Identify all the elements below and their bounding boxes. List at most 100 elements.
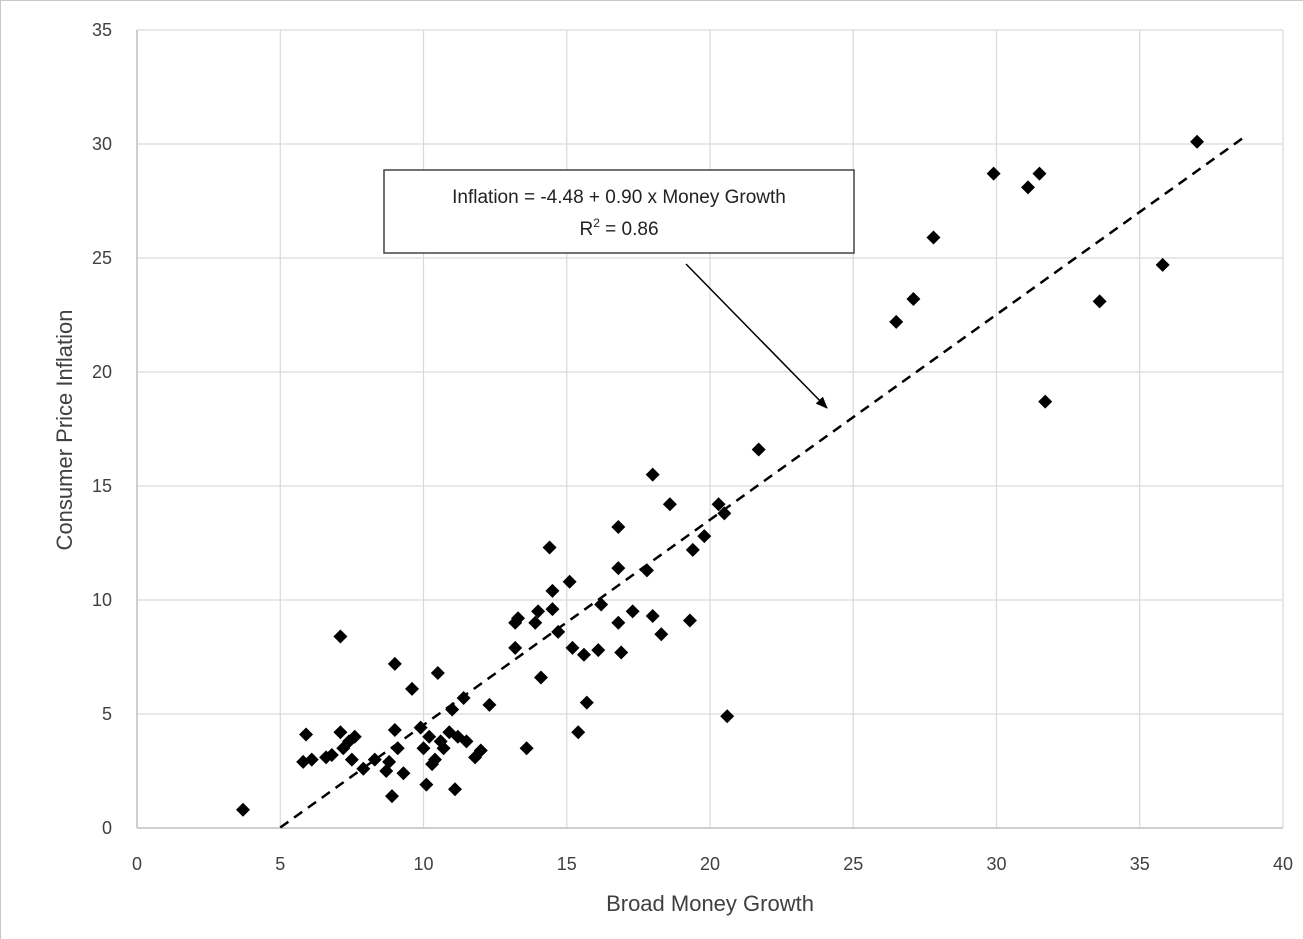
y-tick-label: 10 — [92, 590, 112, 610]
y-axis-title: Consumer Price Inflation — [52, 310, 77, 551]
data-point — [356, 761, 371, 776]
x-tick-label: 25 — [843, 854, 863, 874]
r-squared-exponent: 2 — [593, 216, 600, 230]
data-point — [594, 597, 609, 612]
image-left-border — [0, 0, 1, 939]
data-point — [456, 691, 471, 706]
data-point — [1021, 180, 1036, 195]
data-point — [459, 734, 474, 749]
data-point — [545, 583, 560, 598]
data-point — [299, 727, 314, 742]
data-point — [645, 608, 660, 623]
annotation-box: Inflation = -4.48 + 0.90 x Money Growth … — [383, 169, 855, 409]
y-tick-label: 30 — [92, 134, 112, 154]
data-point — [614, 645, 629, 660]
data-point — [422, 729, 437, 744]
y-tick-label: 5 — [102, 704, 112, 724]
data-point — [347, 729, 362, 744]
data-point — [236, 802, 251, 817]
data-point — [436, 741, 451, 756]
y-tick-label: 15 — [92, 476, 112, 496]
data-point — [396, 766, 411, 781]
data-point — [445, 702, 460, 717]
data-point — [611, 615, 626, 630]
x-tick-label: 30 — [986, 854, 1006, 874]
data-point — [448, 782, 463, 797]
data-point — [387, 656, 402, 671]
data-point — [1190, 134, 1205, 149]
data-point — [533, 670, 548, 685]
data-point — [682, 613, 697, 628]
data-point — [591, 643, 606, 658]
data-point — [384, 789, 399, 804]
data-point — [473, 743, 488, 758]
data-point — [685, 542, 700, 557]
data-point — [382, 754, 397, 769]
annotation-r-squared: R2 = 0.86 — [579, 216, 658, 240]
r-squared-value: = 0.86 — [600, 219, 659, 240]
data-point — [571, 725, 586, 740]
y-tick-label: 0 — [102, 818, 112, 838]
data-point — [662, 497, 677, 512]
data-point — [697, 529, 712, 544]
data-point — [542, 540, 557, 555]
annotation-frame — [383, 169, 855, 254]
y-tick-label: 35 — [92, 20, 112, 40]
data-point — [1032, 166, 1047, 181]
data-point — [545, 602, 560, 617]
data-point — [645, 467, 660, 482]
data-point — [565, 640, 580, 655]
data-point — [720, 709, 735, 724]
x-tick-label: 0 — [132, 854, 142, 874]
data-point — [625, 604, 640, 619]
x-tick-label: 35 — [1130, 854, 1150, 874]
data-point — [344, 752, 359, 767]
axes — [136, 30, 1283, 829]
data-point — [562, 574, 577, 589]
grid-lines — [137, 29, 1284, 828]
data-point — [551, 624, 566, 639]
data-point — [324, 748, 339, 763]
data-point — [390, 741, 405, 756]
data-point — [611, 561, 626, 576]
r-squared-label: R — [579, 219, 593, 240]
data-point — [986, 166, 1001, 181]
data-point — [427, 752, 442, 767]
x-tick-label: 15 — [557, 854, 577, 874]
data-point — [387, 722, 402, 737]
data-point — [1092, 294, 1107, 309]
data-point — [511, 611, 526, 626]
x-tick-label: 40 — [1273, 854, 1293, 874]
annotation-arrow — [685, 263, 828, 409]
data-point — [576, 647, 591, 662]
x-axis-title: Broad Money Growth — [606, 891, 814, 916]
image-top-border — [0, 0, 1303, 1]
data-point — [405, 681, 420, 696]
data-point — [531, 604, 546, 619]
data-point — [333, 725, 348, 740]
x-tick-label: 5 — [275, 854, 285, 874]
trendline-group — [279, 135, 1247, 829]
x-tick-label: 20 — [700, 854, 720, 874]
data-point — [413, 720, 428, 735]
x-tick-labels: 0 5 10 15 20 25 30 35 40 — [132, 854, 1293, 874]
data-point — [906, 292, 921, 307]
data-point — [367, 752, 382, 767]
data-point — [482, 697, 497, 712]
data-point — [304, 752, 319, 767]
x-tick-label: 10 — [413, 854, 433, 874]
data-point — [889, 314, 904, 329]
data-point — [416, 741, 431, 756]
data-point — [519, 741, 534, 756]
data-point — [654, 627, 669, 642]
data-point — [430, 665, 445, 680]
data-point — [1038, 394, 1053, 409]
data-point — [333, 629, 348, 644]
data-point — [528, 615, 543, 630]
data-point — [1155, 257, 1170, 272]
data-point — [508, 640, 523, 655]
data-point — [419, 777, 434, 792]
data-point — [751, 442, 766, 457]
y-tick-label: 25 — [92, 248, 112, 268]
